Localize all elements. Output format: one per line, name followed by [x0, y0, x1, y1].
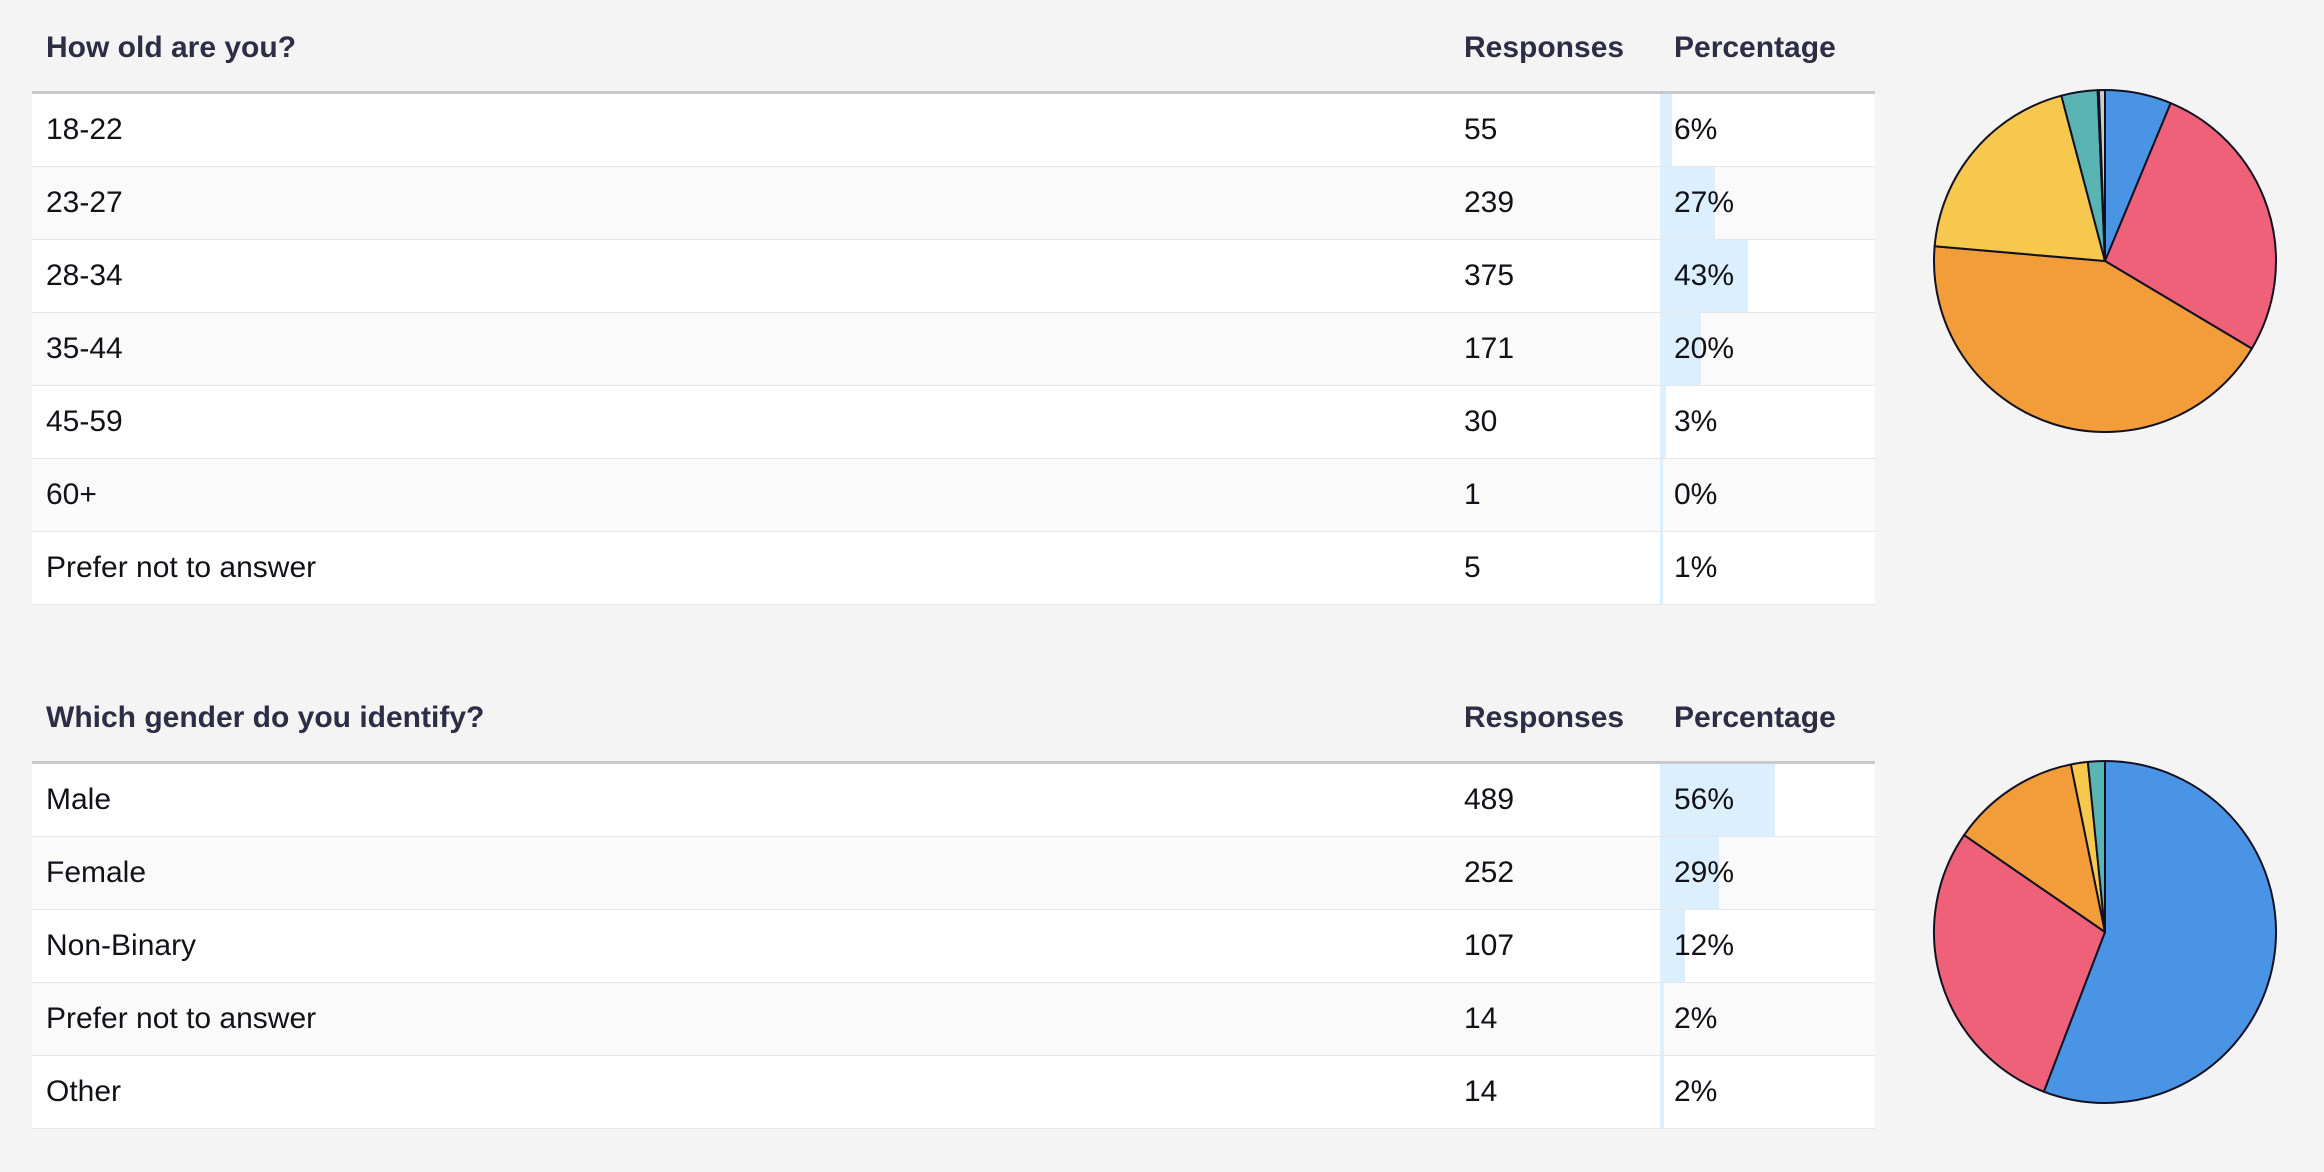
table-row: 45-59 30 3%: [32, 386, 1875, 459]
response-count: 5: [1464, 551, 1481, 584]
percentage-bar: [1660, 1056, 1665, 1128]
pie-slice-other: [2086, 760, 2106, 933]
percentage-bar: [1660, 837, 1720, 909]
response-count: 171: [1464, 332, 1515, 365]
percentage-bar: [1660, 532, 1663, 604]
response-percentage: 20%: [1674, 332, 1735, 365]
table-row: Non-Binary 107 12%: [32, 910, 1875, 983]
table-row: Prefer not to answer 14 2%: [32, 983, 1875, 1056]
answer-label: Non-Binary: [46, 929, 197, 962]
table-row: 18-22 55 6%: [32, 94, 1875, 167]
response-count: 239: [1464, 186, 1515, 219]
age-survey-table: How old are you? Responses Percentage 18…: [32, 0, 1875, 605]
pie-slice-non-binary: [1963, 763, 2106, 933]
response-count: 14: [1464, 1075, 1498, 1108]
gender-survey-table: Which gender do you identify? Responses …: [32, 670, 1875, 1129]
response-percentage: 3%: [1674, 405, 1718, 438]
table-row: Other 14 2%: [32, 1056, 1875, 1129]
table-row: 23-27 239 27%: [32, 167, 1875, 240]
percentage-bar: [1660, 983, 1665, 1055]
percentage-column-header: Percentage: [1674, 701, 1836, 734]
percentage-bar: [1660, 313, 1701, 385]
response-count: 107: [1464, 929, 1515, 962]
response-count: 30: [1464, 405, 1498, 438]
response-percentage: 1%: [1674, 551, 1718, 584]
answer-label: Other: [46, 1075, 122, 1108]
response-percentage: 6%: [1674, 113, 1718, 146]
pie-slice-prefer-not-to-answer: [2097, 89, 2106, 262]
table-row: 28-34 375 43%: [32, 240, 1875, 313]
response-percentage: 29%: [1674, 856, 1735, 889]
answer-label: 18-22: [46, 113, 123, 146]
response-percentage: 56%: [1674, 783, 1735, 816]
response-percentage: 0%: [1674, 478, 1718, 511]
answer-label: 28-34: [46, 259, 123, 292]
table-header: Which gender do you identify? Responses …: [32, 670, 1875, 764]
percentage-bar: [1660, 240, 1749, 312]
answer-label: 35-44: [46, 332, 123, 365]
answer-label: 60+: [46, 478, 97, 511]
age-pie-chart: [1933, 89, 2277, 433]
response-count: 375: [1464, 259, 1515, 292]
answer-label: Male: [46, 783, 112, 816]
answer-label: Female: [46, 856, 147, 889]
question-title: Which gender do you identify?: [46, 701, 485, 734]
response-percentage: 43%: [1674, 259, 1735, 292]
answer-label: Prefer not to answer: [46, 551, 317, 584]
response-count: 1: [1464, 478, 1481, 511]
answer-label: 23-27: [46, 186, 123, 219]
pie-slice-35-44: [1933, 94, 2106, 262]
percentage-bar: [1660, 386, 1667, 458]
percentage-bar: [1660, 94, 1673, 166]
response-percentage: 12%: [1674, 929, 1735, 962]
response-count: 55: [1464, 113, 1498, 146]
pie-slice-female: [1933, 834, 2106, 1093]
table-row: 35-44 171 20%: [32, 313, 1875, 386]
table-row: Female 252 29%: [32, 837, 1875, 910]
responses-column-header: Responses: [1464, 31, 1625, 64]
responses-column-header: Responses: [1464, 701, 1625, 734]
table-row: 60+ 1 0%: [32, 459, 1875, 532]
table-row: Male 489 56%: [32, 764, 1875, 837]
response-percentage: 27%: [1674, 186, 1735, 219]
percentage-bar: [1660, 167, 1716, 239]
response-count: 252: [1464, 856, 1515, 889]
percentage-bar: [1660, 764, 1775, 836]
pie-slice-23-27: [2104, 102, 2277, 350]
gender-pie-chart: [1933, 760, 2277, 1104]
percentage-bar: [1660, 910, 1685, 982]
answer-label: Prefer not to answer: [46, 1002, 317, 1035]
response-count: 489: [1464, 783, 1515, 816]
pie-slice-28-34: [1933, 245, 2253, 433]
response-percentage: 2%: [1674, 1075, 1718, 1108]
question-title: How old are you?: [46, 31, 297, 64]
percentage-column-header: Percentage: [1674, 31, 1836, 64]
response-count: 14: [1464, 1002, 1498, 1035]
response-percentage: 2%: [1674, 1002, 1718, 1035]
table-row: Prefer not to answer 5 1%: [32, 532, 1875, 605]
table-header: How old are you? Responses Percentage: [32, 0, 1875, 94]
pie-slice-male: [2042, 760, 2277, 1104]
percentage-bar: [1660, 459, 1663, 531]
answer-label: 45-59: [46, 405, 123, 438]
